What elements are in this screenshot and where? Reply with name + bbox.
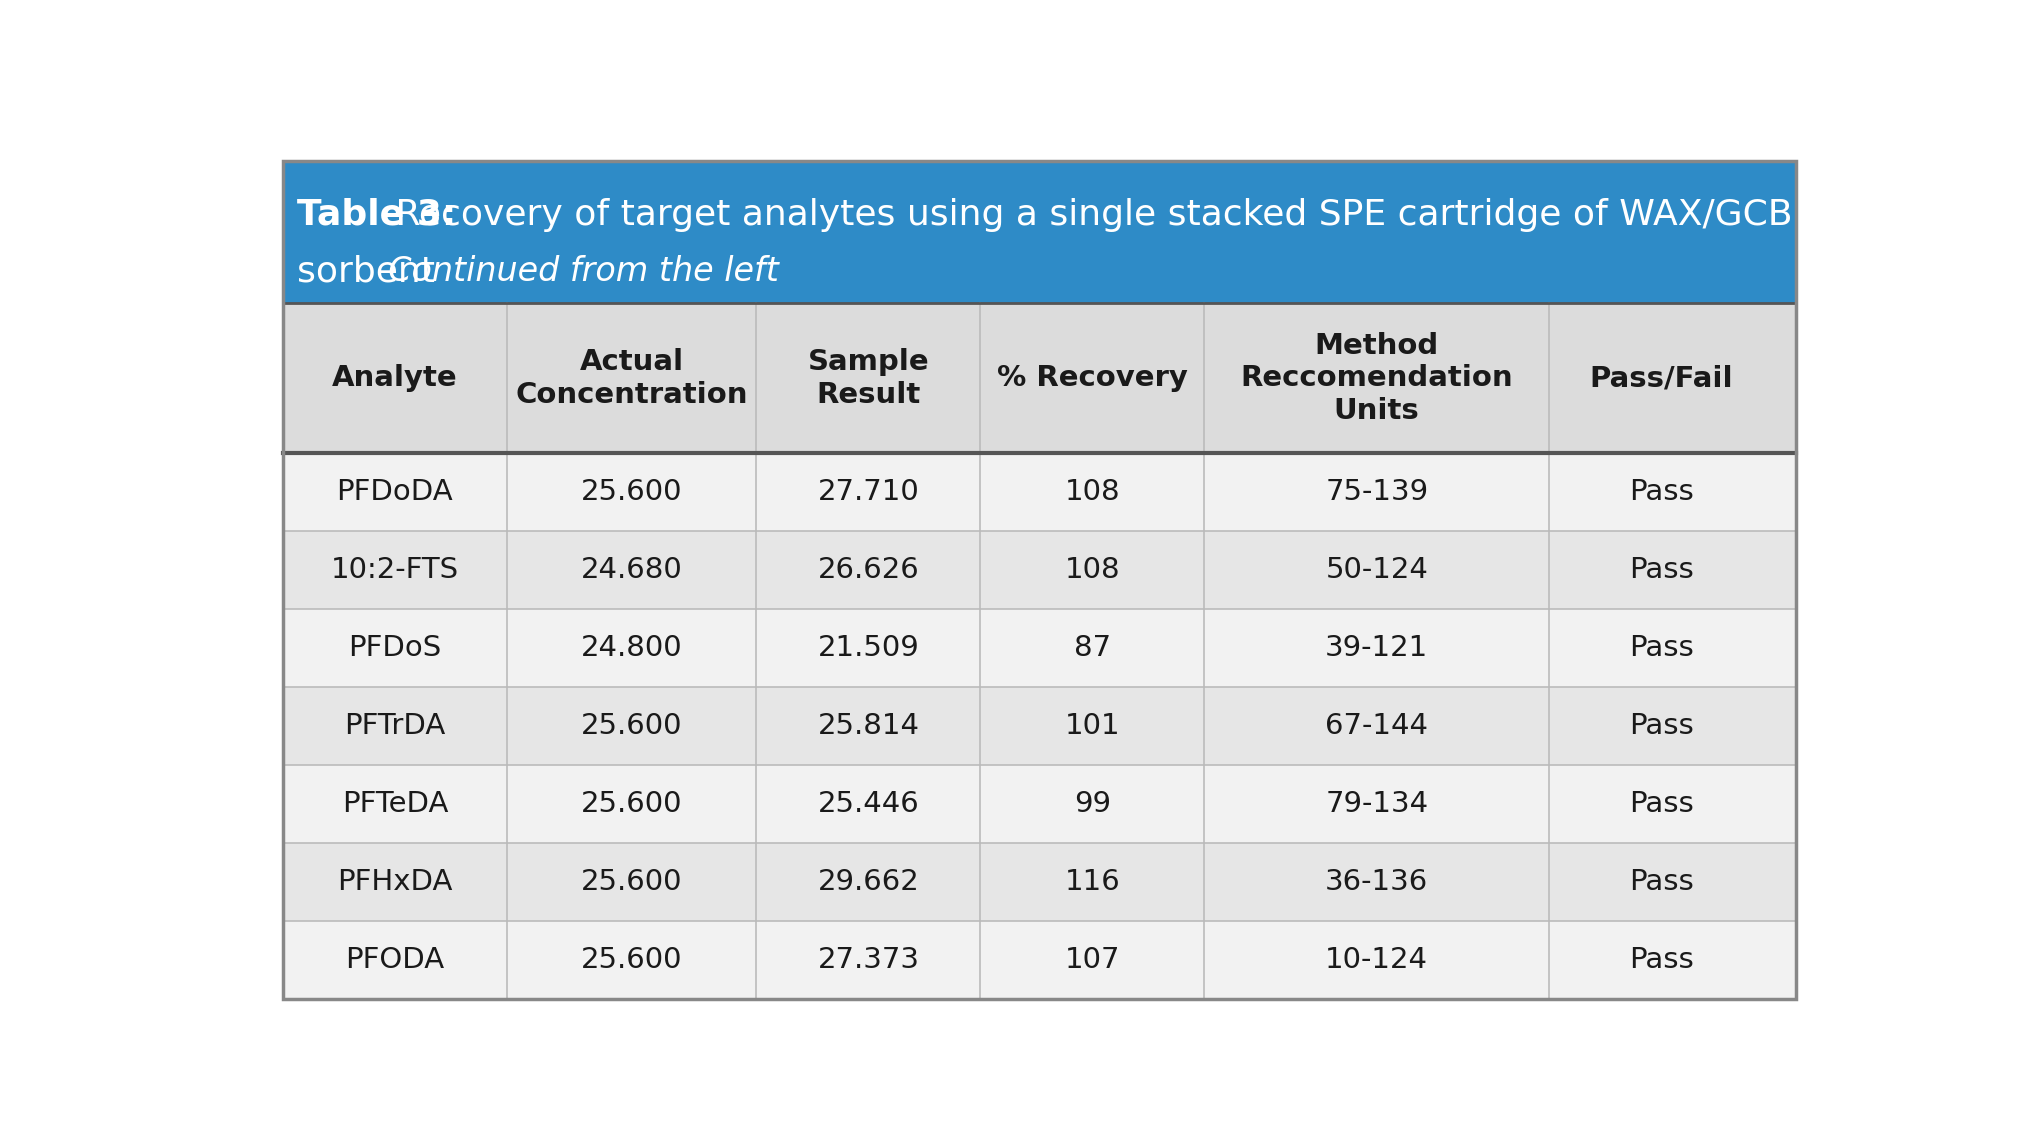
Text: 27.373: 27.373 [817, 946, 919, 974]
Text: Pass: Pass [1628, 557, 1693, 584]
Text: Continued from the left: Continued from the left [367, 256, 779, 288]
Text: 36-136: 36-136 [1324, 868, 1428, 895]
Text: Sample
Result: Sample Result [807, 348, 929, 409]
Text: Table 3:: Table 3: [296, 197, 456, 232]
Text: 25.600: 25.600 [580, 712, 681, 740]
Bar [284, 303, 1795, 453]
Bar [284, 843, 1795, 921]
Text: 29.662: 29.662 [817, 868, 919, 895]
Text: 25.600: 25.600 [580, 790, 681, 817]
Bar [284, 453, 1795, 532]
Text: Actual
Concentration: Actual Concentration [515, 348, 748, 409]
Text: Pass: Pass [1628, 712, 1693, 740]
Text: Pass: Pass [1628, 790, 1693, 817]
Bar [284, 161, 1795, 303]
Text: 75-139: 75-139 [1324, 479, 1428, 506]
Text: % Recovery: % Recovery [998, 364, 1188, 393]
Text: 27.710: 27.710 [817, 479, 919, 506]
Text: 101: 101 [1065, 712, 1119, 740]
Text: 108: 108 [1065, 479, 1119, 506]
Text: Method
Reccomendation
Units: Method Reccomendation Units [1241, 332, 1513, 425]
Text: Pass: Pass [1628, 634, 1693, 662]
Text: PFTeDA: PFTeDA [341, 790, 448, 817]
Text: 24.680: 24.680 [580, 557, 683, 584]
Bar [284, 532, 1795, 610]
Text: 25.600: 25.600 [580, 479, 681, 506]
Text: 25.446: 25.446 [817, 790, 919, 817]
Text: 25.600: 25.600 [580, 946, 681, 974]
Text: 107: 107 [1065, 946, 1119, 974]
Text: PFDoDA: PFDoDA [337, 479, 452, 506]
Text: 99: 99 [1073, 790, 1111, 817]
Text: Pass: Pass [1628, 946, 1693, 974]
Text: 116: 116 [1065, 868, 1119, 895]
Text: 87: 87 [1073, 634, 1111, 662]
Text: 39-121: 39-121 [1324, 634, 1428, 662]
Text: Recovery of target analytes using a single stacked SPE cartridge of WAX/GCB: Recovery of target analytes using a sing… [383, 197, 1793, 232]
Bar [284, 921, 1795, 999]
Bar [284, 688, 1795, 765]
Text: Pass: Pass [1628, 479, 1693, 506]
Text: PFDoS: PFDoS [349, 634, 442, 662]
Text: 21.509: 21.509 [817, 634, 919, 662]
Text: PFODA: PFODA [345, 946, 444, 974]
Bar [284, 765, 1795, 843]
Text: PFTrDA: PFTrDA [345, 712, 446, 740]
Text: 25.814: 25.814 [817, 712, 919, 740]
Text: 67-144: 67-144 [1324, 712, 1428, 740]
Text: 50-124: 50-124 [1324, 557, 1428, 584]
Text: Pass: Pass [1628, 868, 1693, 895]
Text: 25.600: 25.600 [580, 868, 681, 895]
Text: PFHxDA: PFHxDA [337, 868, 452, 895]
Text: 10-124: 10-124 [1324, 946, 1428, 974]
Text: 108: 108 [1065, 557, 1119, 584]
Bar [284, 610, 1795, 688]
Text: Pass/Fail: Pass/Fail [1590, 364, 1732, 393]
Text: Analyte: Analyte [333, 364, 458, 393]
Text: sorbent: sorbent [296, 255, 434, 289]
Text: 26.626: 26.626 [817, 557, 919, 584]
Text: 10:2-FTS: 10:2-FTS [331, 557, 458, 584]
Text: 79-134: 79-134 [1324, 790, 1428, 817]
Text: 24.800: 24.800 [580, 634, 683, 662]
